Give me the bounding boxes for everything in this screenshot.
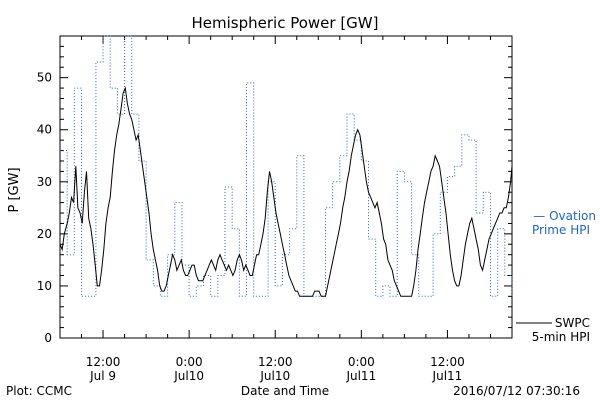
chart-title: Hemispheric Power [GW]	[192, 14, 379, 32]
legend: — Ovation Prime HPI SWPC 5-min HPI	[516, 209, 596, 344]
plot-frame	[59, 35, 513, 339]
y-tick-label: 10	[37, 279, 52, 293]
y-axis-ticks: 0 10 20 30 40 50	[37, 45, 512, 345]
y-tick-label: 30	[37, 175, 52, 189]
x-tick-label-time: 12:00	[258, 355, 293, 369]
x-tick-label-time: 0:00	[348, 355, 375, 369]
footer-timestamp: 2016/07/12 07:30:16	[453, 384, 580, 398]
ovation-prime-line	[60, 35, 513, 297]
x-tick-label-time: 12:00	[430, 355, 465, 369]
x-tick-label-date: Jul11	[345, 369, 376, 383]
y-tick-label: 50	[37, 71, 52, 85]
x-tick-label-date: Jul11	[432, 369, 463, 383]
x-tick-label-date: Jul 9	[89, 369, 116, 383]
x-tick-label-time: 0:00	[176, 355, 203, 369]
y-axis-label: P [GW]	[7, 167, 22, 212]
plot-area	[59, 35, 513, 339]
x-tick-label-date: Jul10	[259, 369, 290, 383]
y-tick-label: 40	[37, 123, 52, 137]
y-tick-label: 0	[44, 331, 52, 345]
x-axis-label: Date and Time	[241, 384, 329, 398]
x-tick-label-date: Jul10	[173, 369, 204, 383]
series-swpc-5min	[59, 86, 513, 297]
y-tick-label: 20	[37, 227, 52, 241]
x-tick-label-time: 12:00	[86, 355, 121, 369]
legend-ovation-line1: — Ovation	[533, 209, 596, 223]
legend-swpc-line1: SWPC	[555, 316, 590, 330]
series-ovation-prime	[60, 35, 513, 297]
legend-ovation-line2: Prime HPI	[532, 223, 590, 237]
footer-plot-credit: Plot: CCMC	[6, 384, 72, 398]
swpc-hpi-line	[59, 86, 513, 297]
legend-swpc-line2: 5-min HPI	[532, 330, 590, 344]
